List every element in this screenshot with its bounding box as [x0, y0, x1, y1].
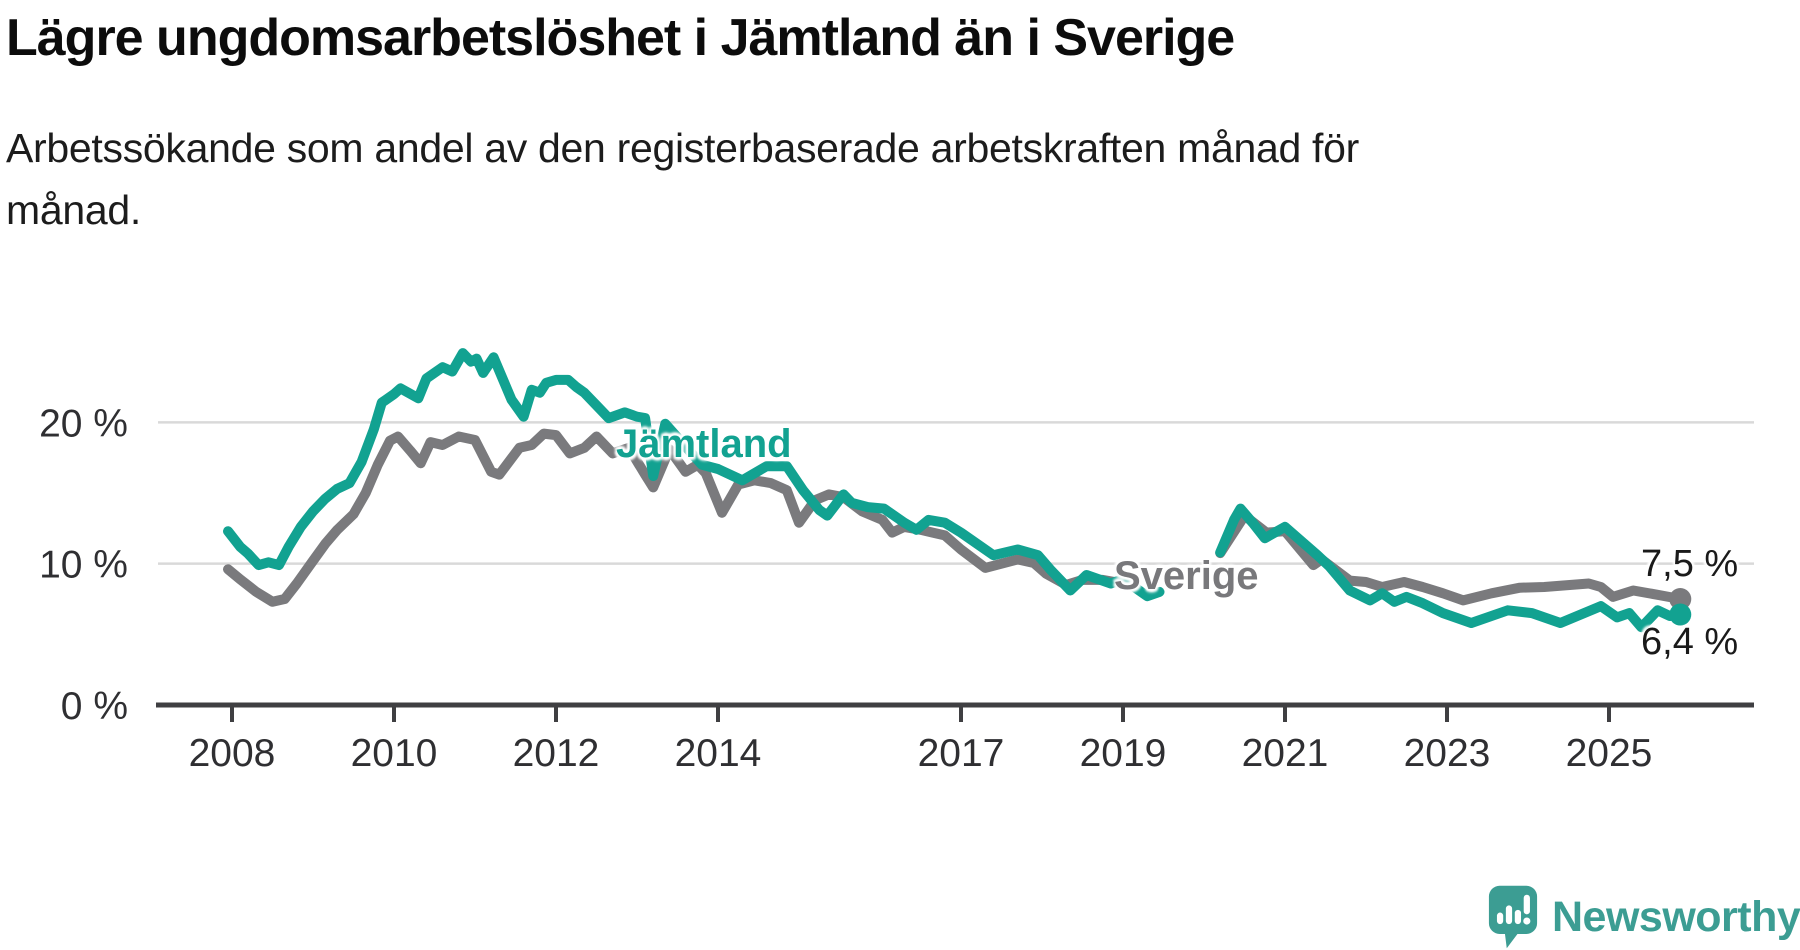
series-label-jamtland: Jämtland	[616, 422, 792, 466]
x-tick-label-2023: 2023	[1404, 732, 1491, 775]
y-tick-label-20: 20 %	[39, 402, 128, 445]
y-tick-label-0: 0 %	[61, 685, 128, 728]
page-subtitle: Arbetssökande som andel av den registerb…	[6, 125, 1360, 233]
series-line-sverige-segment-1	[223, 428, 1128, 607]
x-tick-label-2010: 2010	[351, 732, 438, 775]
x-tick-label-2021: 2021	[1242, 732, 1329, 775]
end-value-label-jamtland: 6,4 %	[1641, 621, 1739, 663]
series-line-jamtland-segment-1	[223, 348, 1165, 602]
end-dot-jamtland	[1669, 603, 1692, 626]
x-tick-label-2008: 2008	[189, 732, 276, 775]
x-tick-label-2019: 2019	[1080, 732, 1167, 775]
x-tick-label-2014: 2014	[675, 732, 762, 775]
end-value-label-sverige: 7,5 %	[1641, 543, 1739, 585]
end-dot-sverige	[1669, 588, 1692, 611]
newsworthy-logo-icon	[1488, 885, 1538, 949]
series-label-sverige: Sverige	[1114, 554, 1259, 598]
x-tick-label-2012: 2012	[513, 732, 600, 775]
series-line-jamtland-segment-2	[1215, 503, 1686, 633]
x-tick-label-2017: 2017	[918, 732, 1005, 775]
x-tick-label-2025: 2025	[1566, 732, 1653, 775]
y-tick-label-10: 10 %	[39, 544, 128, 587]
newsworthy-logo: Newsworthy	[1486, 884, 1800, 950]
page-title: Lägre ungdomsarbetslöshet i Jämtland än …	[6, 9, 1235, 67]
series-line-sverige-segment-2	[1215, 510, 1686, 606]
newsworthy-logo-text: Newsworthy	[1552, 892, 1800, 941]
